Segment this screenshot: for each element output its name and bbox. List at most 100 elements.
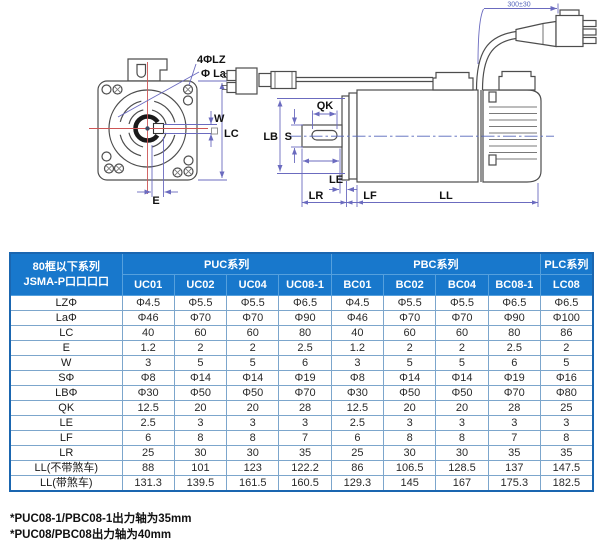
spec-cell: 12.5: [121, 400, 175, 416]
mounting-holes: [101, 84, 194, 178]
spec-cell: 60: [383, 325, 437, 341]
table-row: LZΦ Φ4.5 Φ5.5 Φ5.5 Φ6.5 Φ4.5 Φ5.5 Φ5.5 Φ6.5 Φ6.5: [9, 295, 594, 311]
spec-cell: 3: [435, 415, 489, 431]
spec-cell: Φ90: [278, 310, 332, 326]
row-label: LaΦ: [9, 310, 123, 326]
spec-cell: 60: [226, 325, 280, 341]
spec-cell: 40: [330, 325, 385, 341]
spec-cell: Φ5.5: [173, 295, 228, 311]
row-label: LZΦ: [9, 295, 123, 311]
spec-cell: 147.5: [539, 460, 594, 476]
table-row: LL(不带煞车) 88 101 123 122.2 86 106.5 128.5 137 147.…: [9, 460, 594, 476]
spec-cell: 128.5: [435, 460, 489, 476]
spec-cell: 30: [435, 445, 489, 461]
spec-cell: 5: [383, 355, 437, 371]
spec-cell: 20: [226, 400, 280, 416]
spec-cell: Φ100: [539, 310, 594, 326]
spec-cell: 175.3: [487, 475, 541, 492]
spec-cell: 3: [173, 415, 228, 431]
spec-cell: 2.5: [278, 340, 332, 356]
spec-cell: Φ70: [226, 310, 280, 326]
power-cable: [475, 30, 517, 91]
spec-cell: 123: [226, 460, 280, 476]
spec-cell: 7: [278, 430, 332, 446]
header-group-row: 80框以下系列 JSMA-P口口口口 PUC系列 PBC系列 PLC系列: [9, 252, 594, 296]
spec-cell: 122.2: [278, 460, 332, 476]
spec-cell: Φ8: [330, 370, 385, 386]
front-pilot-label: Φ La: [201, 68, 227, 80]
model-column-header: UC02: [173, 274, 228, 296]
series-group-header: PUC系列: [121, 252, 332, 275]
spec-cell: 35: [539, 445, 594, 461]
front-key-offset-label: E: [152, 195, 159, 207]
footnote-line: *PUC08-1/PBC08-1出力轴为35mm: [10, 513, 192, 525]
spec-cell: 3: [383, 415, 437, 431]
spec-cell: 139.5: [173, 475, 228, 492]
row-label: E: [9, 340, 123, 356]
spec-cell: Φ50: [383, 385, 437, 401]
spec-cell: 8: [226, 430, 280, 446]
spec-cell: 88: [121, 460, 175, 476]
table-row: SΦ Φ8 Φ14 Φ14 Φ19 Φ8 Φ14 Φ14 Φ19 Φ16: [9, 370, 594, 386]
front-holes-label: 4ΦLZ: [197, 54, 226, 66]
spec-cell: 106.5: [383, 460, 437, 476]
spec-cell: 40: [121, 325, 175, 341]
spec-cell: 35: [278, 445, 332, 461]
model-column-header: UC04: [226, 274, 280, 296]
model-column-header: LC08: [539, 274, 594, 296]
spec-cell: 1.2: [121, 340, 175, 356]
spec-cell: 8: [539, 430, 594, 446]
spec-cell: 20: [173, 400, 228, 416]
spec-cell: Φ30: [121, 385, 175, 401]
row-label: LF: [9, 430, 123, 446]
side-lf-label: LF: [363, 190, 377, 202]
spec-cell: 2.5: [121, 415, 175, 431]
spec-cell: Φ14: [173, 370, 228, 386]
shaft-keyway: [311, 129, 338, 141]
spec-cell: 8: [383, 430, 437, 446]
spec-cell: 80: [487, 325, 541, 341]
model-column-header: UC01: [121, 274, 175, 296]
model-column-header: BC02: [383, 274, 437, 296]
rear-housing-fins: [489, 106, 537, 160]
spec-cell: Φ46: [121, 310, 175, 326]
table-row: LE 2.5 3 3 3 2.5 3 3 3 3: [9, 415, 594, 431]
spec-cell: Φ4.5: [330, 295, 385, 311]
housing-clip-top: [488, 91, 497, 103]
spec-cell: Φ14: [226, 370, 280, 386]
spec-cell: 5: [435, 355, 489, 371]
spec-cell: Φ4.5: [121, 295, 175, 311]
spec-cell: 2: [383, 340, 437, 356]
table-corner-header: 80框以下系列 JSMA-P口口口口: [9, 252, 123, 296]
spec-table-head: 80框以下系列 JSMA-P口口口口 PUC系列 PBC系列 PLC系列 UC01 UC02…: [9, 252, 594, 296]
spec-cell: 131.3: [121, 475, 175, 492]
dimension-diagram: 4ΦLZ Φ La W LC E: [89, 2, 597, 207]
spec-cell: 2: [173, 340, 228, 356]
corner-header-line2: JSMA-P口口口口: [23, 275, 110, 288]
spec-cell: 28: [278, 400, 332, 416]
side-shaft-dia-label: S: [285, 131, 292, 143]
model-column-header: BC01: [330, 274, 385, 296]
row-label: LL(带煞车): [9, 475, 123, 492]
spec-cell: 5: [539, 355, 594, 371]
row-label: LR: [9, 445, 123, 461]
housing-clip-bottom: [488, 154, 497, 166]
spec-cell: 2: [226, 340, 280, 356]
side-view: 300±30 LB S QK LE: [222, 2, 597, 207]
footnote-line: *PUC08/PBC08出力轴为40mm: [10, 529, 172, 542]
spec-cell: 20: [383, 400, 437, 416]
side-shaft-ext-label: LR: [309, 190, 324, 202]
table-row: QK 12.5 20 20 28 12.5 20 20 28 25: [9, 400, 594, 416]
spec-cell: 60: [435, 325, 489, 341]
spec-cell: Φ6.5: [278, 295, 332, 311]
spec-cell: 25: [330, 445, 385, 461]
table-row: E 1.2 2 2 2.5 1.2 2 2 2.5 2: [9, 340, 594, 356]
row-label: SΦ: [9, 370, 123, 386]
model-column-header: BC04: [435, 274, 489, 296]
row-label: W: [9, 355, 123, 371]
spec-cell: 30: [173, 445, 228, 461]
center-point: [145, 126, 150, 131]
table-row: LF 6 8 8 7 6 8 8 7 8: [9, 430, 594, 446]
spec-cell: Φ16: [539, 370, 594, 386]
